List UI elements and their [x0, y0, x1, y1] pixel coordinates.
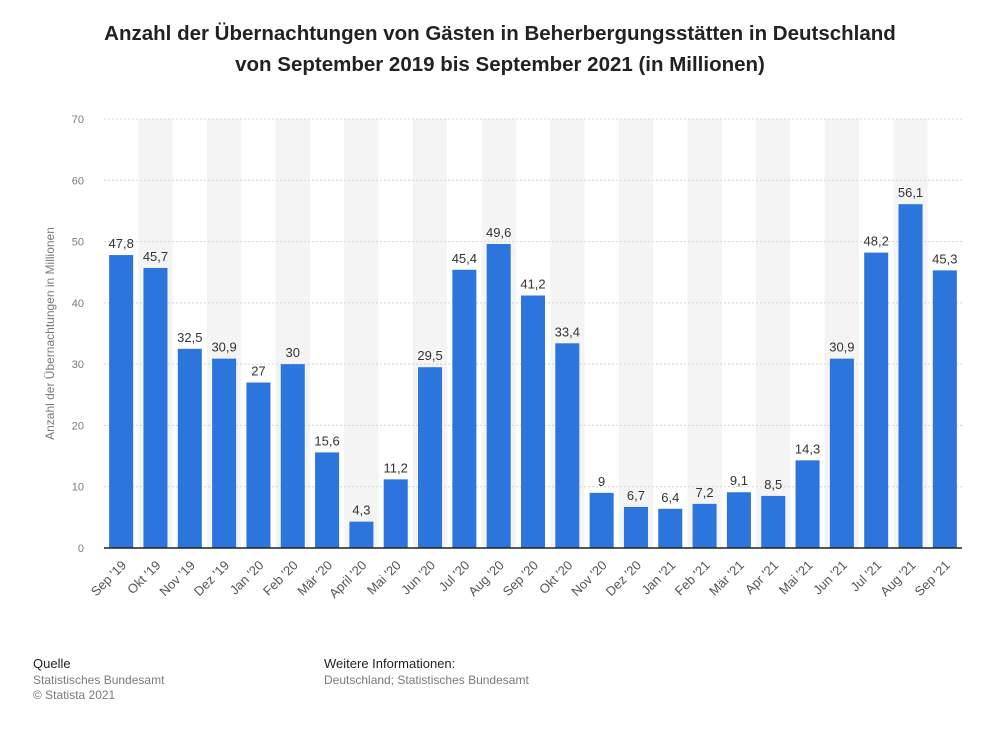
- source-block: Quelle Statistisches Bundesamt © Statist…: [33, 656, 164, 703]
- x-tick-label: Sep '21: [911, 558, 952, 599]
- data-label: 30: [286, 345, 300, 360]
- data-label: 14,3: [795, 441, 820, 456]
- data-label: 6,4: [661, 490, 679, 505]
- data-label: 9,1: [730, 473, 748, 488]
- data-label: 45,4: [452, 251, 477, 266]
- y-tick-label: 30: [72, 359, 84, 371]
- x-tick-label: Mär '21: [706, 558, 747, 599]
- x-tick-label: April '20: [326, 558, 370, 602]
- bar: [795, 460, 820, 548]
- chart-title: Anzahl der Übernachtungen von Gästen in …: [40, 18, 960, 80]
- bar: [349, 521, 374, 548]
- bar: [864, 252, 889, 549]
- x-tick-label: Jun '21: [810, 558, 850, 598]
- data-label: 47,8: [109, 236, 134, 251]
- bar: [177, 348, 202, 548]
- data-label: 33,4: [555, 324, 580, 339]
- chart-title-line-2: von September 2019 bis September 2021 (i…: [235, 53, 765, 76]
- info-text: Deutschland; Statistisches Bundesamt: [324, 673, 529, 687]
- data-label: 7,2: [696, 485, 714, 500]
- x-tick-label: Feb '20: [260, 558, 301, 599]
- bar: [315, 452, 340, 548]
- data-label: 30,9: [211, 340, 236, 355]
- y-tick-label: 0: [78, 543, 84, 555]
- data-label: 11,2: [384, 460, 408, 475]
- source-heading: Quelle: [33, 656, 71, 671]
- bar-chart: 0 10 20 30 40 50 60 70 Anzahl der Übernachtungen…: [43, 114, 962, 602]
- x-tick-label: Nov '20: [568, 558, 609, 599]
- bar: [418, 367, 443, 548]
- column-band: [344, 119, 379, 548]
- data-label: 48,2: [864, 234, 889, 249]
- bar: [829, 358, 854, 548]
- bar: [383, 479, 408, 548]
- x-tick-label: Feb '21: [672, 558, 713, 599]
- bar: [109, 255, 134, 548]
- x-tick-label: Dez '19: [191, 558, 232, 599]
- data-label: 9: [598, 474, 605, 489]
- x-tick-label: Apr '21: [742, 558, 781, 597]
- bar: [658, 508, 683, 548]
- data-label: 8,5: [764, 477, 782, 492]
- data-label: 41,2: [520, 277, 545, 292]
- x-tick-label: Nov '19: [156, 558, 197, 599]
- bar: [761, 495, 786, 548]
- data-label: 49,6: [486, 225, 511, 240]
- x-tick-label: Mai '21: [776, 558, 816, 598]
- x-tick-label: Jun '20: [398, 558, 438, 598]
- y-tick-label: 60: [72, 175, 84, 187]
- x-tick-label: Okt '19: [124, 558, 163, 597]
- y-tick-label: 70: [72, 114, 84, 126]
- data-label: 15,6: [314, 433, 339, 448]
- bar: [212, 358, 237, 548]
- bar: [555, 343, 580, 548]
- bar: [932, 270, 957, 548]
- data-label: 45,3: [932, 251, 957, 266]
- data-label: 32,5: [177, 330, 202, 345]
- bar: [452, 269, 477, 548]
- copyright-text: © Statista 2021: [33, 688, 116, 702]
- bar: [589, 492, 614, 548]
- y-tick-label: 50: [72, 237, 84, 249]
- data-label: 6,7: [627, 488, 645, 503]
- x-tick-label: Aug '21: [877, 558, 918, 599]
- bar: [520, 295, 546, 548]
- y-axis-title: Anzahl der Übernachtungen in Millionen: [43, 227, 57, 440]
- column-band: [756, 119, 791, 548]
- data-label: 4,3: [352, 503, 370, 518]
- bar: [143, 267, 168, 548]
- bar: [726, 492, 751, 548]
- x-tick-label: Okt '20: [536, 558, 575, 597]
- x-tick-label: Dez '20: [603, 558, 644, 599]
- info-block: Weitere Informationen: Deutschland; Stat…: [324, 656, 529, 688]
- chart-title-line-1: Anzahl der Übernachtungen von Gästen in …: [104, 22, 896, 45]
- x-tick-label: Aug '20: [465, 558, 506, 599]
- x-tick-label: Sep '20: [500, 558, 541, 599]
- x-tick-label: Sep '19: [88, 558, 129, 599]
- data-label: 29,5: [417, 348, 442, 363]
- data-label: 30,9: [829, 340, 854, 355]
- source-name: Statistisches Bundesamt: [33, 673, 165, 687]
- column-band: [687, 119, 722, 548]
- column-band: [618, 119, 654, 548]
- bar: [486, 244, 511, 548]
- data-label: 45,7: [143, 249, 168, 264]
- data-label: 56,1: [898, 185, 923, 200]
- bar: [280, 364, 305, 548]
- bar: [246, 382, 271, 548]
- x-tick-label: Mai '20: [364, 558, 404, 598]
- y-tick-label: 20: [72, 420, 84, 432]
- x-tick-label: Jan '21: [638, 558, 678, 598]
- data-label: 27: [251, 364, 265, 379]
- y-tick-label: 40: [72, 298, 84, 310]
- bar: [623, 506, 648, 548]
- bar: [692, 503, 717, 548]
- x-tick-label: Jan '20: [227, 558, 267, 598]
- info-heading: Weitere Informationen:: [324, 656, 456, 671]
- bar: [898, 204, 923, 549]
- y-tick-label: 10: [72, 482, 84, 494]
